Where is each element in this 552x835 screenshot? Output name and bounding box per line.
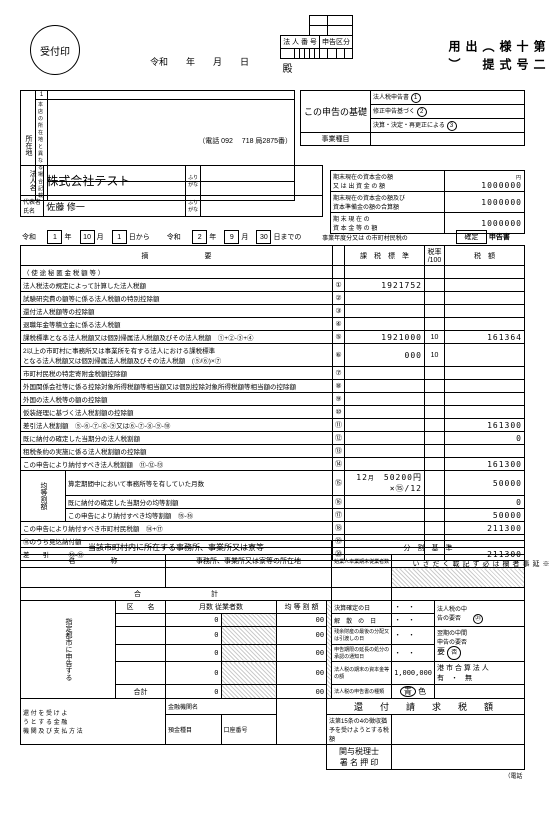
bottom-section: 当該市町村内に所在する事務所、事業所又は寮等 分 割 基 準 名 称 事務所、事… [20, 540, 525, 782]
header-grid: 法 人 番 号申告区分 殿 [280, 15, 520, 76]
date-line: 令和 年 月 日 [150, 55, 249, 68]
basis-box: この申告の基礎 法人税申告書 1 修正申告基づく 2 決算・決定・再更正による … [300, 90, 525, 146]
capital-box: 期末現在の資本金の額 又 は 出 資 金 の 額 円1000000 期末現在の資… [330, 170, 525, 234]
main-table: 摘 要 課 税 標 準 税率/100 税 額 （ 使 途 秘 匿 金 税 額 等… [20, 245, 525, 561]
receipt-stamp: 受付印 [30, 25, 80, 75]
period-line: 令和 1 年 10 月 1 日から 令和 2 年 9 月 30 日までの 事業年… [20, 230, 525, 244]
address-box: 所在地 1 本店の所在地と異なる場合記載 （電話 092 718 局2875番） [20, 90, 295, 160]
